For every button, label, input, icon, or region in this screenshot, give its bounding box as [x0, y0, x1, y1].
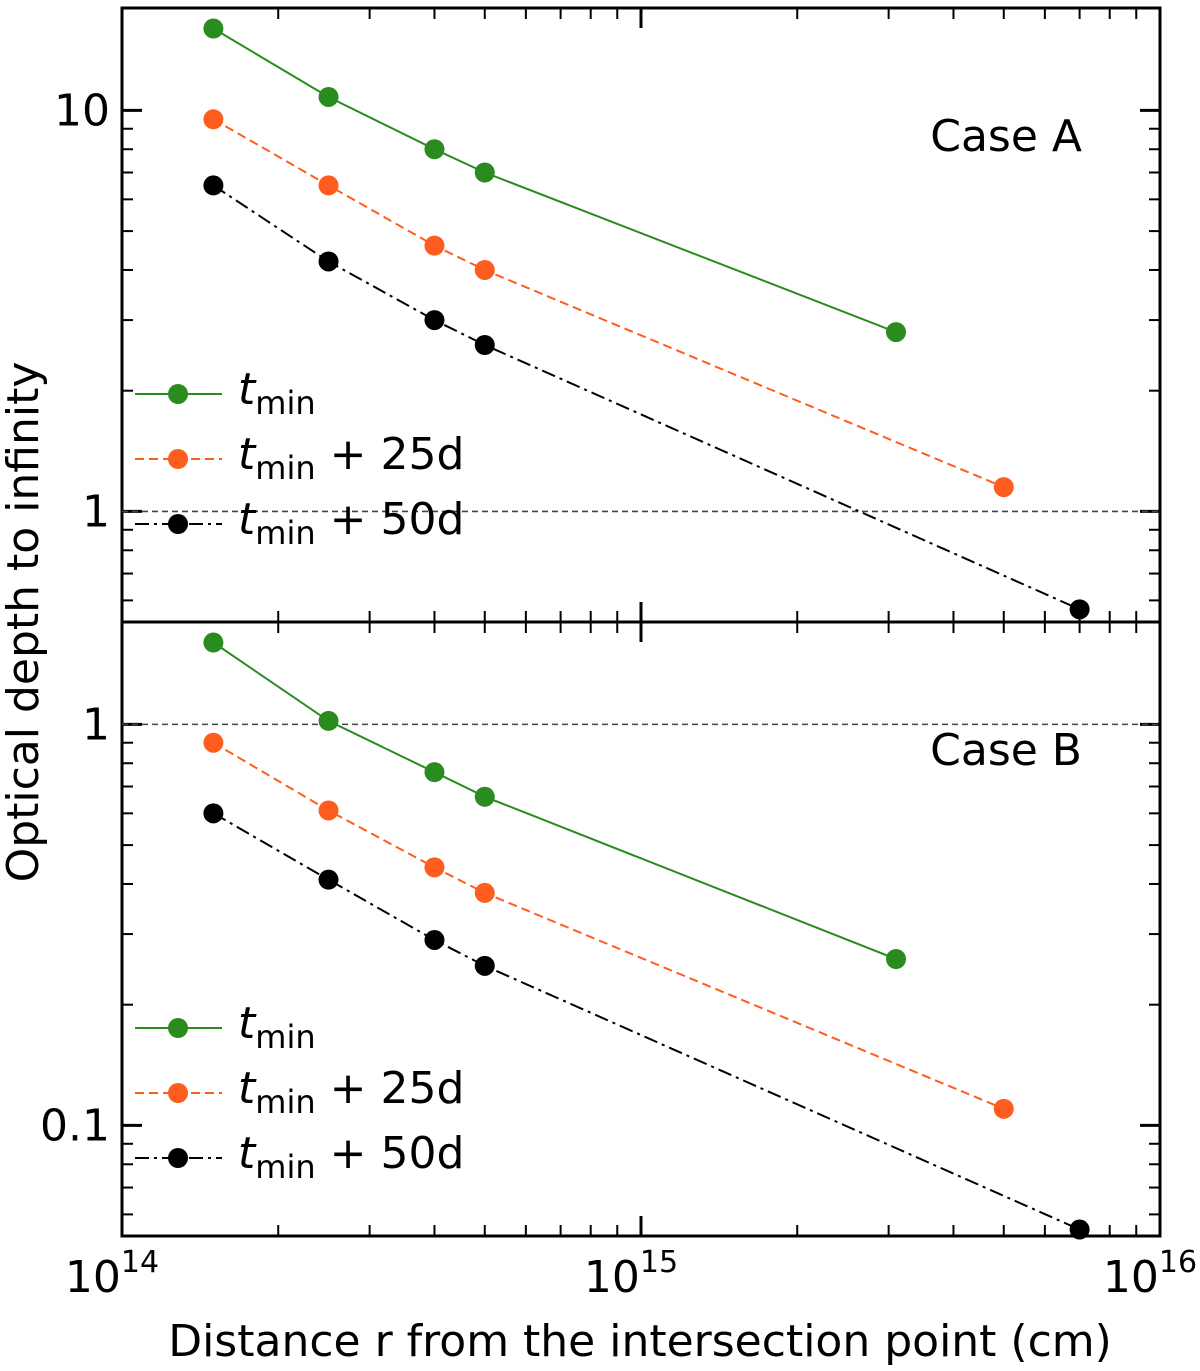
data-point — [424, 762, 445, 783]
series-0 — [203, 632, 907, 969]
data-point — [993, 1098, 1014, 1119]
data-point — [1069, 599, 1090, 620]
data-point — [474, 334, 495, 355]
case-annotation: Case B — [930, 725, 1082, 776]
legend-marker — [168, 1083, 188, 1103]
legend-marker — [168, 514, 188, 534]
y-tick-label: 1 — [82, 699, 110, 750]
data-point — [318, 86, 339, 107]
data-point — [318, 710, 339, 731]
legend-entry: tmin + 50d — [135, 494, 464, 552]
series-line — [212, 184, 1081, 611]
legend-label: tmin + 50d — [238, 1128, 464, 1186]
x-tick-label: 1014 — [65, 1245, 159, 1303]
series-1 — [203, 732, 1014, 1119]
series-2 — [203, 803, 1090, 1240]
legend-entry: tmin + 25d — [135, 429, 464, 487]
data-point — [886, 322, 907, 343]
data-point — [424, 235, 445, 256]
legend-marker — [168, 449, 188, 469]
data-point — [474, 259, 495, 280]
x-tick-labels: 1014 1015 1016 — [65, 1245, 1197, 1303]
case-annotation: Case A — [930, 111, 1082, 162]
data-point — [318, 869, 339, 890]
data-point — [474, 786, 495, 807]
data-point — [318, 800, 339, 821]
panel-case-a: 1 10 Case A tmin tmin + 25d tmin + 50d — [54, 6, 1162, 624]
y-tick-label: 1 — [82, 486, 110, 537]
data-point — [424, 139, 445, 160]
legend-entry: tmin + 25d — [135, 1063, 464, 1121]
legend-label: tmin — [238, 998, 316, 1056]
data-point — [1069, 1219, 1090, 1240]
series-line — [212, 741, 1005, 1110]
panel-case-b: 0.1 1 Case B tmin tmin + 25d tmin + 50d — [40, 620, 1162, 1240]
data-point — [424, 310, 445, 331]
data-point — [203, 18, 224, 39]
legend-label: tmin + 50d — [238, 494, 464, 552]
legend-entry: tmin — [135, 364, 316, 422]
data-point — [424, 857, 445, 878]
data-point — [993, 477, 1014, 498]
series-2 — [203, 175, 1090, 620]
legend-label: tmin + 25d — [238, 429, 464, 487]
x-tick-label: 1015 — [584, 1245, 678, 1303]
legend-label: tmin + 25d — [238, 1063, 464, 1121]
y-tick-label: 0.1 — [40, 1100, 110, 1151]
data-point — [474, 162, 495, 183]
legend-entry: tmin + 50d — [135, 1128, 464, 1186]
series-0 — [203, 18, 907, 343]
data-point — [474, 882, 495, 903]
data-point — [424, 929, 445, 950]
series-line — [212, 27, 897, 334]
data-point — [886, 948, 907, 969]
series-1 — [203, 109, 1014, 498]
data-point — [318, 251, 339, 272]
data-point — [318, 175, 339, 196]
x-axis-label: Distance r from the intersection point (… — [168, 1316, 1112, 1367]
data-point — [203, 632, 224, 653]
y-axis-label: Optical depth to infinity — [0, 362, 49, 883]
y-tick-label: 10 — [54, 85, 110, 136]
x-tick-label: 1016 — [1103, 1245, 1197, 1303]
data-point — [203, 732, 224, 753]
series-line — [212, 641, 897, 960]
legend-marker — [168, 384, 188, 404]
data-point — [203, 109, 224, 130]
data-point — [203, 803, 224, 824]
legend-marker — [168, 1148, 188, 1168]
data-point — [474, 955, 495, 976]
legend-marker — [168, 1018, 188, 1038]
plot-frame — [120, 620, 1162, 1238]
legend-entry: tmin — [135, 998, 316, 1056]
data-point — [203, 175, 224, 196]
legend-label: tmin — [238, 364, 316, 422]
